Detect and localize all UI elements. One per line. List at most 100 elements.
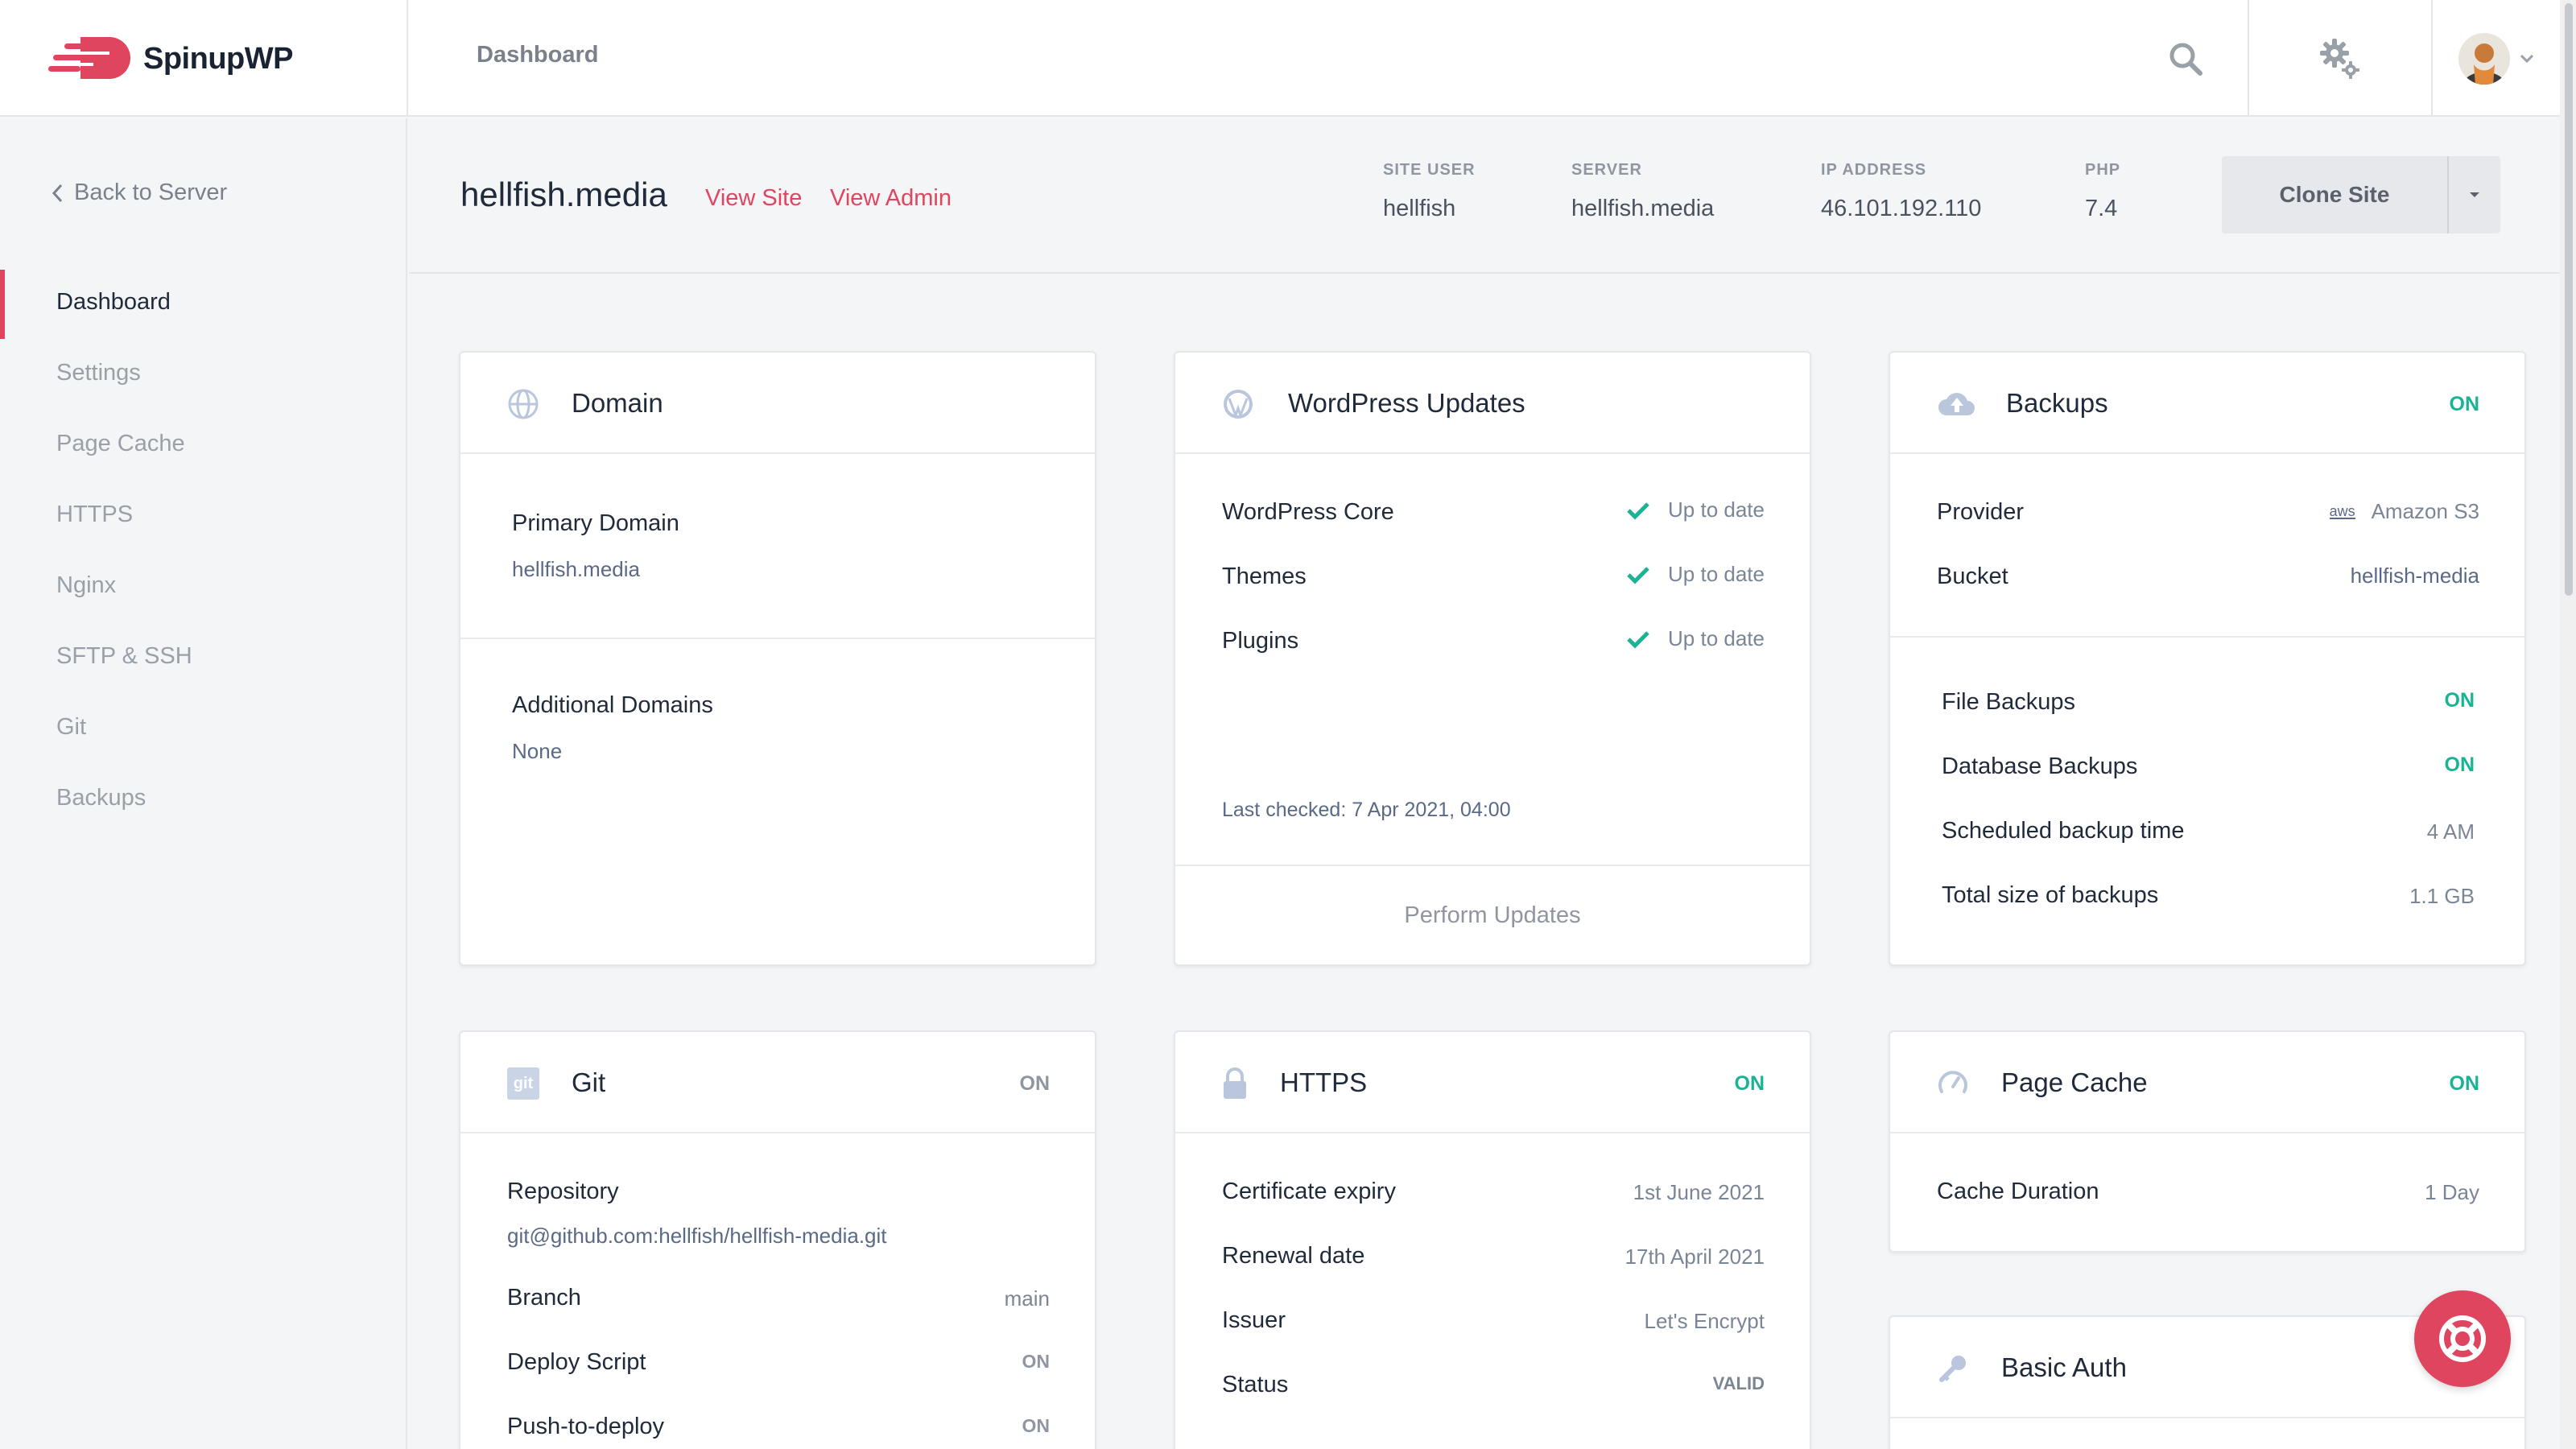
cloud-upload-icon: [1938, 393, 1975, 415]
primary-domain-value[interactable]: hellfish.media: [512, 557, 640, 581]
status-badge[interactable]: ON: [2449, 1072, 2480, 1095]
issuer-label: Issuer: [1222, 1307, 1286, 1333]
card-title: Domain: [572, 388, 663, 418]
status-badge[interactable]: ON: [2449, 393, 2480, 415]
sidebar-item-backups[interactable]: Backups: [56, 785, 147, 811]
key-icon: [1939, 1356, 1966, 1382]
bucket-value: hellfish-media: [2350, 564, 2479, 588]
additional-domains-value: None: [512, 739, 563, 763]
perform-updates-button[interactable]: Perform Updates: [1175, 865, 1810, 964]
divider: [2431, 0, 2433, 117]
status-text: Up to date: [1668, 562, 1765, 586]
status-label: Status: [1222, 1372, 1289, 1397]
renewal-date-value: 17th April 2021: [1624, 1245, 1765, 1269]
sidebar-item-sftp-ssh[interactable]: SFTP & SSH: [56, 643, 192, 669]
spinupwp-logo-icon: [48, 37, 130, 79]
chevron-left-icon: [52, 184, 63, 202]
domain-card: Domain Primary Domain hellfish.media Add…: [459, 351, 1096, 966]
divider: [407, 0, 408, 117]
clone-options-button[interactable]: [2449, 156, 2500, 233]
scheduled-time-label: Scheduled backup time: [1942, 818, 2185, 844]
globe-icon: [508, 389, 539, 419]
status-text: Up to date: [1668, 626, 1765, 650]
settings-button[interactable]: [2249, 0, 2431, 117]
page-cache-card: Page Cache ON Cache Duration 1 Day: [1889, 1030, 2526, 1253]
push-to-deploy-label: Push-to-deploy: [507, 1414, 665, 1439]
status-value: VALID: [1712, 1373, 1765, 1393]
card-header: Page Cache ON: [1890, 1032, 2524, 1133]
help-button[interactable]: [2414, 1290, 2511, 1387]
sidebar-item-page-cache[interactable]: Page Cache: [56, 431, 185, 456]
meta-value: hellfish.media: [1571, 196, 1715, 221]
card-title: HTTPS: [1280, 1067, 1368, 1097]
logo[interactable]: SpinupWP: [48, 32, 293, 85]
wordpress-core-label: WordPress Core: [1222, 499, 1394, 525]
scrollbar-thumb[interactable]: [2565, 3, 2573, 596]
card-header: HTTPS ON: [1175, 1032, 1810, 1133]
deploy-script-status[interactable]: ON: [1022, 1351, 1051, 1372]
status-text: Up to date: [1668, 497, 1765, 522]
repository-value: git@github.com:hellfish/hellfish-media.g…: [507, 1224, 887, 1248]
cache-duration-value: 1 Day: [2425, 1180, 2479, 1204]
branch-value: main: [1004, 1286, 1050, 1311]
view-site-link[interactable]: View Site: [705, 185, 803, 211]
chevron-down-icon: [2520, 54, 2534, 63]
file-backups-status[interactable]: ON: [2444, 689, 2475, 712]
user-menu[interactable]: [2433, 0, 2560, 117]
meta-site-user: SITE USER hellfish: [1383, 161, 1476, 222]
repository-label: Repository: [507, 1179, 619, 1204]
database-backups-status[interactable]: ON: [2444, 753, 2475, 776]
database-backups-label: Database Backups: [1942, 753, 2138, 779]
sidebar-item-https[interactable]: HTTPS: [56, 502, 134, 527]
back-to-server-link[interactable]: Back to Server: [52, 180, 227, 206]
branch-label: Branch: [507, 1285, 581, 1311]
card-header: Basic Auth: [1890, 1317, 2524, 1418]
total-size-label: Total size of backups: [1942, 882, 2159, 908]
check-icon: [1627, 630, 1649, 649]
bucket-label: Bucket: [1937, 564, 2008, 589]
status-badge[interactable]: ON: [1734, 1072, 1765, 1095]
card-title: Basic Auth: [2001, 1352, 2127, 1382]
primary-domain-label: Primary Domain: [512, 510, 679, 536]
aws-icon: aws: [2329, 502, 2355, 519]
wordpress-updates-card: WordPress Updates WordPress Core Up to d…: [1174, 351, 1811, 966]
view-admin-link[interactable]: View Admin: [830, 185, 952, 211]
last-checked: Last checked: 7 Apr 2021, 04:00: [1222, 799, 1511, 821]
deploy-script-label: Deploy Script: [507, 1349, 646, 1375]
sidebar-item-nginx[interactable]: Nginx: [56, 572, 117, 598]
gear-icon: [2320, 38, 2359, 79]
site-name: hellfish.media: [460, 175, 667, 213]
search-button[interactable]: [2141, 0, 2230, 117]
sidebar-item-settings[interactable]: Settings: [56, 360, 141, 386]
themes-label: Themes: [1222, 564, 1307, 589]
scheduled-time-value: 4 AM: [2426, 819, 2475, 844]
card-header: git Git ON: [460, 1032, 1095, 1133]
sidebar-item-dashboard[interactable]: Dashboard: [56, 289, 171, 315]
certificate-expiry-value: 1st June 2021: [1633, 1180, 1765, 1204]
meta-label: PHP: [2085, 161, 2121, 179]
active-indicator: [0, 270, 5, 339]
caret-down-icon: [2470, 192, 2479, 197]
avatar: [2458, 32, 2510, 85]
check-icon: [1627, 566, 1649, 584]
meta-label: SITE USER: [1383, 161, 1476, 179]
push-to-deploy-status[interactable]: ON: [1022, 1415, 1051, 1436]
clone-site-button[interactable]: Clone Site: [2279, 182, 2390, 207]
provider-value: aws Amazon S3: [2329, 499, 2479, 524]
status-badge[interactable]: ON: [1019, 1072, 1051, 1095]
back-label: Back to Server: [74, 180, 228, 205]
meta-php: PHP 7.4: [2085, 161, 2120, 222]
file-backups-label: File Backups: [1942, 689, 2076, 715]
themes-status: Up to date: [1626, 562, 1765, 587]
card-title: Git: [572, 1067, 606, 1097]
total-size-value: 1.1 GB: [2409, 884, 2475, 908]
brand-name: SpinupWP: [143, 41, 293, 76]
search-icon: [2169, 43, 2202, 76]
lock-icon: [1224, 1067, 1246, 1099]
git-card: git Git ON Repository git@github.com:hel…: [459, 1030, 1096, 1449]
plugins-label: Plugins: [1222, 628, 1299, 654]
meta-label: SERVER: [1571, 161, 1642, 179]
provider-name: Amazon S3: [2371, 499, 2479, 523]
git-icon: git: [507, 1067, 539, 1100]
sidebar-item-git[interactable]: Git: [56, 714, 87, 740]
